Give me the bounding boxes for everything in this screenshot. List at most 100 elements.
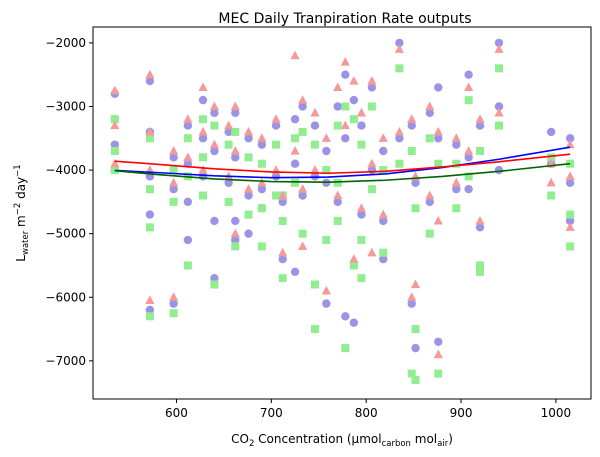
data-point-circle [290,159,300,168]
data-marks [110,38,575,384]
data-point-square [411,204,420,213]
data-point-circle [341,134,350,143]
data-point-square [547,153,556,162]
data-point-circle [257,140,267,149]
data-point-triangle [433,215,443,225]
plot-frame [92,26,592,400]
data-point-circle [257,184,267,194]
data-point-square [476,147,485,155]
data-point-square [379,248,388,257]
data-point-triangle [464,146,474,155]
data-point-triangle [565,171,575,181]
y-axis-label: Lwater m−2 day−1 [13,164,31,261]
data-point-circle [494,38,504,48]
data-point-triangle [298,241,308,250]
data-point-circle [546,127,556,137]
data-point-square [291,134,300,143]
data-point-circle [290,267,300,277]
data-point-square [310,280,319,289]
data-point-triangle [407,292,417,301]
data-point-triangle [257,133,267,142]
data-point-triangle [290,146,300,155]
data-point-triangle [145,126,155,136]
data-point-circle [278,254,287,264]
data-point-square [476,267,485,276]
data-point-circle [349,95,359,105]
data-point-square [476,261,485,270]
data-point-circle [367,83,377,92]
data-point-circle [244,134,253,143]
data-point-circle [145,305,155,315]
data-point-square [395,64,404,73]
ylabel-mid: m [14,215,28,231]
data-point-square [349,261,358,270]
data-point-circle [565,134,575,143]
data-point-circle [224,178,233,187]
ylabel-sup1: −2 [13,203,23,216]
xlabel-base: CO [231,432,249,446]
ylabel-sub: water [21,230,31,255]
data-point-square [298,127,307,136]
data-point-triangle [378,209,388,219]
data-point-triangle [224,120,234,130]
data-point-circle [411,343,420,353]
data-point-square [278,274,287,283]
data-point-triangle [410,279,421,289]
data-point-triangle [425,101,435,111]
data-point-square [464,172,473,181]
data-point-circle [183,197,193,207]
data-point-triangle [367,76,377,85]
data-point-square [278,216,287,225]
data-point-circle [341,312,350,321]
data-point-triangle [367,158,377,168]
data-point-circle [210,216,219,226]
data-point-square [231,127,240,136]
data-point-square [231,242,240,251]
data-point-triangle [464,82,474,92]
data-point-triangle [110,85,120,95]
data-point-triangle [367,247,377,257]
data-point-square [566,242,575,251]
xlabel-end: ) [448,432,453,446]
data-point-square [310,325,319,334]
xlabel-sub-carbon: carbon [382,439,411,449]
y-tick-label: −6000 [45,290,86,304]
data-point-triangle [145,295,155,305]
data-point-square [169,197,178,206]
data-point-circle [379,216,388,226]
data-point-square [452,204,461,213]
ylabel-rest: day [14,177,28,203]
xlabel-mid: mol [411,432,437,446]
data-point-circle [231,153,240,162]
data-point-triangle [394,126,404,136]
data-point-circle [425,197,434,207]
data-point-circle [231,108,240,118]
data-point-circle [224,127,233,137]
data-point-square [566,210,575,219]
data-point-circle [210,108,219,118]
data-point-square [244,153,253,162]
data-point-triangle [475,215,485,225]
data-point-circle [271,121,281,130]
data-point-square [425,134,434,143]
data-point-circle [411,178,420,187]
data-point-square [494,64,503,73]
y-tick-label: −5000 [45,227,86,241]
x-tick-label: 900 [450,406,473,420]
data-point-circle [395,134,404,143]
data-point-circle [183,121,193,130]
data-point-triangle [349,76,359,85]
data-point-triangle [333,82,343,92]
data-point-triangle [407,114,417,123]
data-point-circle [183,235,193,245]
fit-line [114,162,571,183]
data-point-triangle [110,158,120,168]
data-point-square [411,325,420,334]
data-point-square [434,159,443,168]
x-tick-label: 700 [260,406,283,420]
data-point-circle [494,102,504,111]
data-point-triangle [378,133,388,142]
data-point-triangle [169,177,179,187]
data-point-triangle [321,285,331,295]
